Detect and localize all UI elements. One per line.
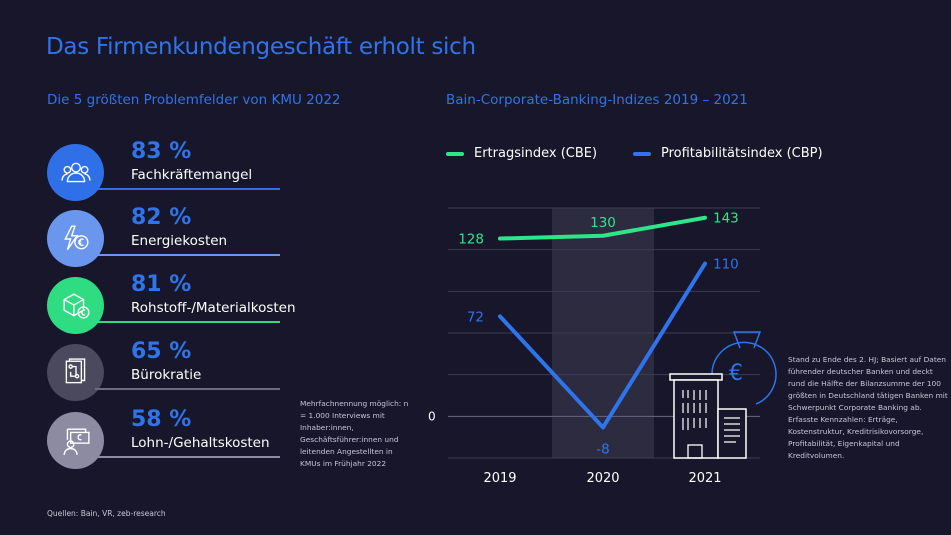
legend-swatch [446,151,464,156]
data-label: 128 [458,232,484,248]
divider [95,188,280,190]
problem-label: Fachkräftemangel [131,167,253,183]
divider [95,254,280,256]
person-money-icon [63,428,90,455]
icon-circle [47,412,104,469]
survey-note: Mehrfachnennung möglich: n = 1.000 Inter… [300,399,409,468]
x-tick-label: 2020 [586,471,619,486]
problem-percent: 58 % [131,407,192,432]
legend-item-cbp: Profitabilitätsindex (CBP) [633,146,823,161]
data-label: 110 [713,257,739,273]
y-tick-label: 0 [428,409,436,423]
legend-swatch [633,151,651,156]
divider [95,456,280,458]
divider [95,321,280,323]
problem-percent: 81 % [131,272,192,297]
data-label: -8 [596,441,609,457]
box-euro-icon [63,292,90,318]
legend-item-cbe: Ertragsindex (CBE) [446,146,597,161]
problem-label: Rohstoff-/Materialkosten [131,300,296,316]
bank-building-money-icon: € [669,331,777,459]
x-tick-label: 2021 [688,471,721,486]
data-label: 130 [590,215,616,231]
icon-circle [47,210,104,267]
page-title: Das Firmenkundengeschäft erholt sich [46,34,476,60]
icon-circle [47,144,104,201]
problem-percent: 83 % [131,139,192,164]
chart-title: Bain-Corporate-Banking-Indizes 2019 – 20… [446,92,748,108]
problem-label: Lohn-/Gehaltskosten [131,435,270,451]
legend-label: Ertragsindex (CBE) [474,146,598,161]
sources: Quellen: Bain, VR, zeb-research [47,509,166,518]
data-label: 143 [713,211,739,227]
problem-label: Energiekosten [131,233,228,249]
divider [95,388,280,390]
left-subtitle: Die 5 größten Problemfelder von KMU 2022 [47,92,341,108]
documents-icon [65,357,85,383]
people-group-icon [60,162,91,182]
series-line-cbe [498,215,707,241]
problem-label: Bürokratie [131,367,202,383]
data-label: 72 [467,309,484,325]
problem-percent: 65 % [131,339,192,364]
lightning-euro-icon [63,224,88,250]
icon-circle [47,277,104,334]
series-line-cbp [498,261,707,430]
svg-text:€: € [729,361,743,386]
legend-label: Profitabilitätsindex (CBP) [661,146,823,161]
icon-circle [47,344,104,401]
index-note: Stand zu Ende des 2. HJ; Basiert auf Dat… [788,355,948,460]
x-tick-label: 2019 [483,471,516,486]
problem-percent: 82 % [131,205,192,230]
